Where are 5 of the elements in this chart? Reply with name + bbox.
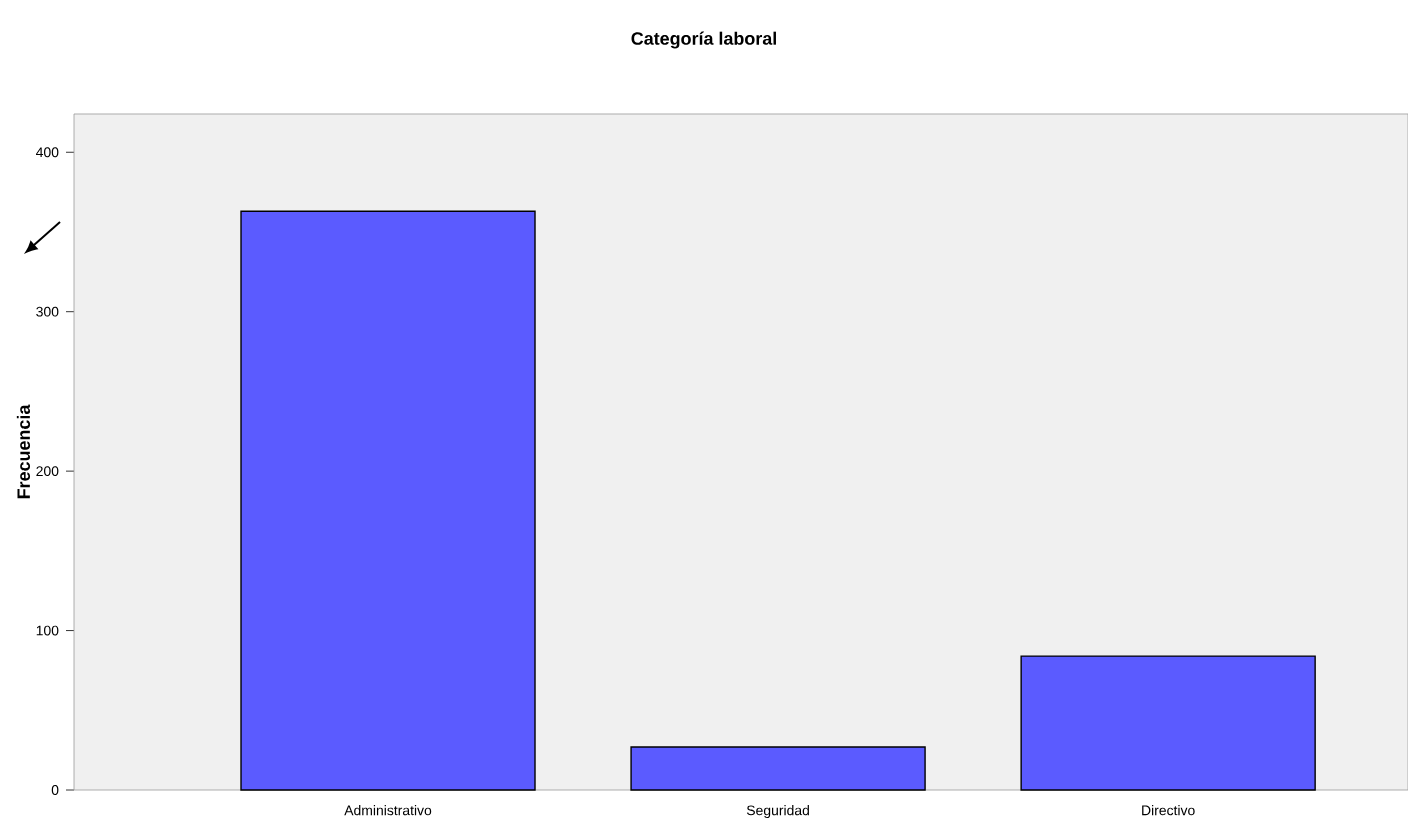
bar [630,746,926,791]
bar [1020,655,1316,791]
bar [240,210,536,791]
y-axis-title: Frecuencia [16,404,31,499]
chart-title: Categoría laboral [631,31,776,49]
